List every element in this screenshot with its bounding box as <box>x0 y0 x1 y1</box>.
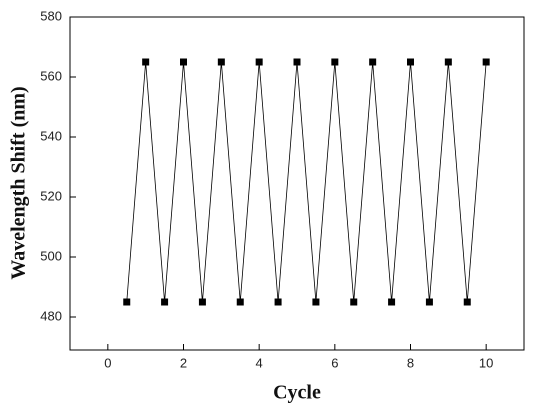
point-marker <box>407 58 414 66</box>
y-tick-label: 580 <box>40 8 62 23</box>
point-marker <box>236 298 244 306</box>
point-marker <box>293 58 301 66</box>
x-tick-label: 10 <box>479 355 493 370</box>
x-axis-title: Cycle <box>273 382 321 404</box>
point-marker <box>425 298 433 306</box>
y-tick-label: 500 <box>40 248 62 263</box>
plot-frame <box>69 16 525 351</box>
y-tick-label: 540 <box>40 128 62 143</box>
point-marker <box>274 298 282 306</box>
x-tick-label: 2 <box>180 355 187 370</box>
y-axis-title: Wavelength Shift (nm) <box>8 86 30 279</box>
point-marker <box>180 58 187 66</box>
y-tick-label: 560 <box>40 68 62 83</box>
x-tick-label: 4 <box>256 355 263 370</box>
point-marker <box>161 298 169 306</box>
point-marker <box>312 298 320 306</box>
point-marker <box>463 298 471 306</box>
point-marker <box>388 298 396 306</box>
point-marker <box>482 58 490 66</box>
y-tick-label: 480 <box>40 308 62 323</box>
x-tick-label: 6 <box>331 355 338 370</box>
point-marker <box>123 298 131 306</box>
series-line <box>126 61 487 303</box>
point-marker <box>255 58 263 66</box>
point-marker <box>350 298 358 306</box>
x-tick-label: 8 <box>407 355 414 370</box>
x-tick-label: 0 <box>104 355 111 370</box>
point-marker <box>331 58 339 66</box>
point-marker <box>369 58 377 66</box>
point-marker <box>198 298 206 306</box>
point-marker <box>142 58 150 66</box>
point-marker <box>444 58 452 66</box>
point-marker <box>217 58 225 66</box>
y-tick-label: 520 <box>40 188 62 203</box>
